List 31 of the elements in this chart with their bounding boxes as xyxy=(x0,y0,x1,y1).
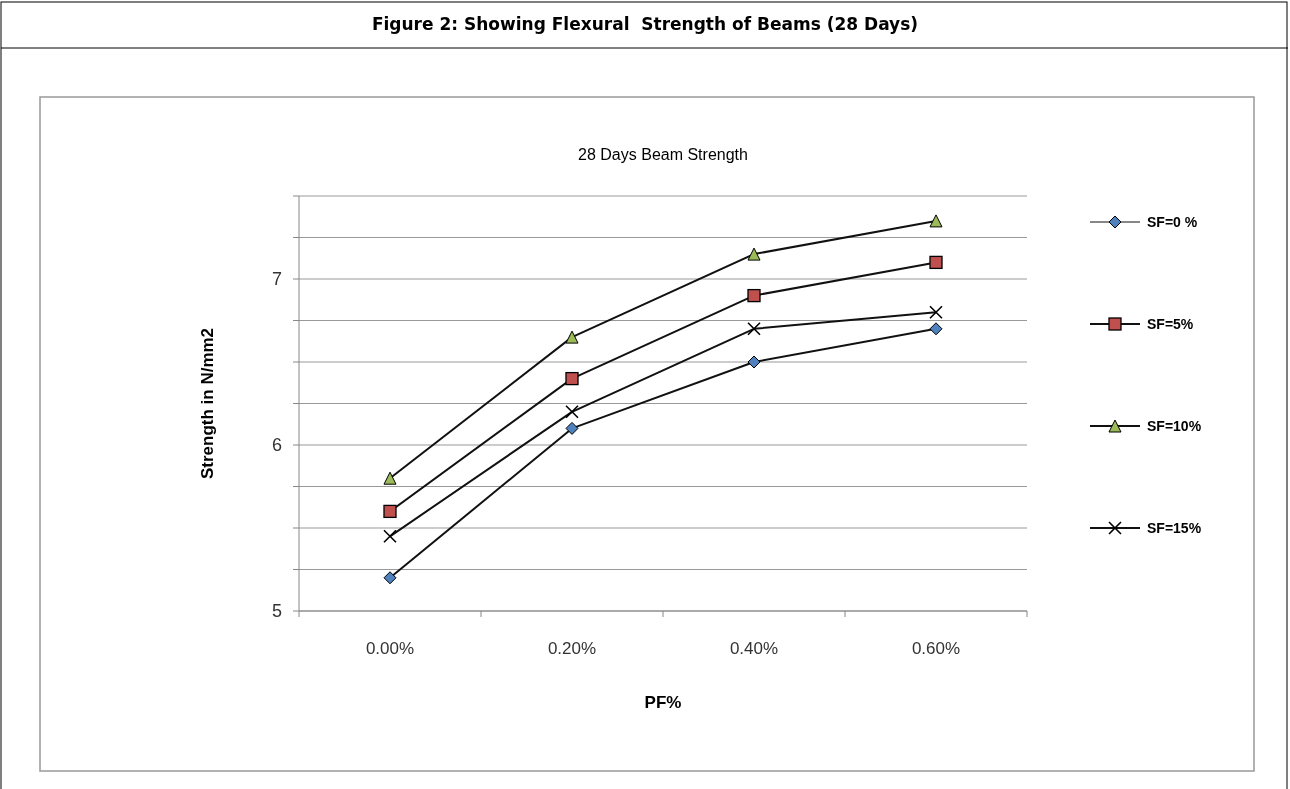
point xyxy=(565,421,579,435)
point xyxy=(929,255,943,270)
legend-label: SF=10% xyxy=(1147,417,1202,434)
point xyxy=(383,504,397,519)
x-axis-title: PF% xyxy=(644,693,682,712)
point xyxy=(747,247,761,261)
y-tick-label: 6 xyxy=(271,435,282,456)
y-tick-label: 5 xyxy=(271,601,282,622)
x-tick-label: 0.60% xyxy=(911,639,961,658)
legend-label: SF=15% xyxy=(1147,519,1202,536)
point xyxy=(565,405,579,419)
point xyxy=(747,288,761,303)
point xyxy=(383,571,397,585)
point xyxy=(929,322,943,336)
y-axis-title: Strength in N/mm2 xyxy=(198,327,217,480)
point xyxy=(929,214,943,228)
point xyxy=(929,305,943,319)
x-tick-label: 0.00% xyxy=(365,639,415,658)
point xyxy=(565,371,579,386)
point xyxy=(747,355,761,369)
point xyxy=(383,471,397,485)
chart-subtitle: 28 Days Beam Strength xyxy=(578,146,748,163)
legend-label: SF=5% xyxy=(1147,315,1194,332)
y-tick-label: 7 xyxy=(271,269,282,290)
x-tick-label: 0.40% xyxy=(729,639,779,658)
legend-label: SF=0 % xyxy=(1147,213,1198,230)
chart-title: Figure 2: Showing Flexural Strength of Beams (28 Days) xyxy=(371,14,919,34)
point xyxy=(747,322,761,336)
point xyxy=(565,330,579,344)
point xyxy=(383,529,397,544)
x-tick-label: 0.20% xyxy=(547,639,597,658)
